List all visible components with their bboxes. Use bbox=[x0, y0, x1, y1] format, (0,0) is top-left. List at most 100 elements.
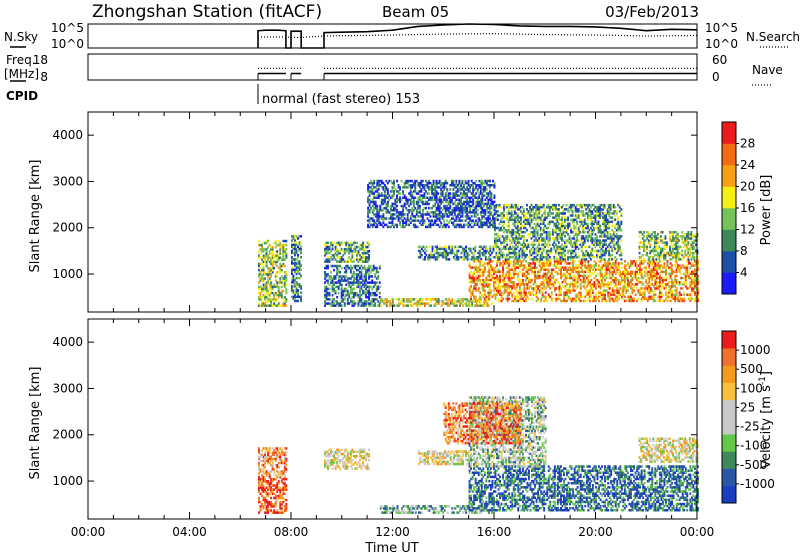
heatmap-cell-2282 bbox=[590, 266, 593, 269]
heatmap-cell-4645 bbox=[371, 192, 374, 195]
heatmap-cell-2708 bbox=[649, 291, 652, 294]
heatmap-cell-345 bbox=[291, 251, 293, 255]
heatmap-cell-3286 bbox=[516, 226, 519, 230]
heatmap-cell-1320 bbox=[460, 256, 463, 259]
heatmap-cell-4846 bbox=[397, 219, 400, 222]
heatmap-cell-3559 bbox=[544, 214, 547, 217]
heatmap-cell-4639 bbox=[371, 217, 374, 220]
heatmap-cell-596 bbox=[359, 254, 361, 257]
heatmap-cell-3318 bbox=[519, 224, 522, 228]
heatmap-cell-3912 bbox=[582, 253, 585, 257]
heatmap-cell-2671 bbox=[643, 260, 646, 263]
heatmap-cell-2956 bbox=[684, 276, 687, 280]
heatmap-cell-839 bbox=[351, 266, 354, 270]
heatmap-cell-4619 bbox=[368, 200, 371, 204]
heatmap-cell-3473 bbox=[536, 245, 539, 249]
heatmap-cell-114 bbox=[267, 281, 270, 284]
heatmap-cell-4649 bbox=[371, 181, 374, 185]
heatmap-cell-4423 bbox=[664, 253, 667, 257]
heatmap-cell-2349 bbox=[601, 293, 604, 296]
heatmap-cell-3951 bbox=[585, 222, 588, 226]
heatmap-cell-1015 bbox=[374, 266, 377, 270]
heatmap-cell-1226 bbox=[424, 258, 426, 261]
heatmap-cell-4495 bbox=[678, 258, 681, 261]
heatmap-cell-3385 bbox=[527, 233, 530, 236]
heatmap-cell-3243 bbox=[513, 249, 516, 253]
heatmap-cell-3842 bbox=[574, 251, 577, 255]
heatmap-cell-3425 bbox=[532, 235, 535, 238]
heatmap-cell-4014 bbox=[591, 210, 594, 213]
heatmap-cell-4396 bbox=[658, 245, 661, 249]
heatmap-cell-2711 bbox=[649, 283, 652, 286]
heatmap-cell-976 bbox=[369, 302, 372, 305]
heatmap-cell-2934 bbox=[680, 276, 683, 280]
heatmap-cell-1753 bbox=[517, 299, 520, 303]
heatmap-cell-3629 bbox=[553, 241, 556, 244]
heatmap-cell-3109 bbox=[498, 239, 501, 242]
heatmap-cell-3895 bbox=[580, 249, 583, 253]
heatmap-cell-2858 bbox=[669, 285, 672, 288]
heatmap-cell-3875 bbox=[577, 239, 580, 242]
heatmap-cell-331 bbox=[291, 289, 293, 292]
heatmap-cell-4452 bbox=[670, 233, 673, 236]
heatmap-cell-882 bbox=[357, 275, 360, 278]
heatmap-cell-3098 bbox=[497, 226, 499, 230]
heatmap-cell-1125 bbox=[433, 304, 436, 307]
heatmap-cell-3622 bbox=[551, 208, 554, 211]
heatmap-cell-545 bbox=[345, 247, 348, 251]
heatmap-cell-314 bbox=[285, 298, 288, 301]
heatmap-cell-2489 bbox=[617, 264, 620, 267]
heatmap-cell-4640 bbox=[371, 211, 374, 214]
heatmap-cell-2336 bbox=[599, 287, 602, 290]
heatmap-cell-2088 bbox=[564, 272, 567, 276]
heatmap-cell-3496 bbox=[538, 237, 541, 240]
heatmap-cell-4045 bbox=[596, 249, 598, 253]
heatmap-cell-2841 bbox=[666, 276, 669, 280]
heatmap-cell-2375 bbox=[604, 289, 607, 292]
heatmap-cell-1284 bbox=[445, 253, 448, 257]
heatmap-cell-3853 bbox=[574, 216, 577, 219]
heatmap-cell-3054 bbox=[697, 264, 699, 267]
heatmap-cell-2807 bbox=[660, 260, 663, 263]
heatmap-cell-3640 bbox=[554, 256, 557, 259]
heatmap-cell-2166 bbox=[575, 283, 578, 286]
heatmap-cell-3177 bbox=[506, 218, 509, 221]
heatmap-cell-3058 bbox=[494, 245, 496, 249]
heatmap-cell-4552 bbox=[688, 233, 691, 236]
heatmap-cell-3965 bbox=[586, 216, 589, 219]
heatmap-cell-1493 bbox=[480, 260, 483, 263]
heatmap-cell-4458 bbox=[672, 245, 675, 249]
heatmap-cell-630 bbox=[366, 245, 369, 249]
heatmap-cell-1145 bbox=[446, 300, 449, 303]
heatmap-cell-1561 bbox=[489, 266, 492, 269]
heatmap-cell-3733 bbox=[562, 239, 565, 242]
heatmap-cell-3011 bbox=[694, 299, 696, 303]
heatmap-cell-2089 bbox=[564, 268, 567, 271]
heatmap-cell-1568 bbox=[491, 270, 494, 274]
heatmap-cell-4483 bbox=[675, 231, 678, 234]
heatmap-cell-1960 bbox=[546, 285, 549, 288]
heatmap-cell-2243 bbox=[585, 276, 588, 280]
heatmap-cell-2613 bbox=[636, 278, 639, 282]
heatmap-cell-3526 bbox=[541, 237, 544, 240]
heatmap-cell-4932 bbox=[408, 179, 411, 183]
heatmap-cell-1471 bbox=[477, 266, 480, 269]
heatmap-cell-1071 bbox=[398, 298, 401, 301]
heatmap-cell-4523 bbox=[684, 249, 687, 253]
heatmap-cell-4887 bbox=[402, 192, 405, 195]
heatmap-cell-1450 bbox=[474, 274, 477, 278]
heatmap-cell-4174 bbox=[608, 251, 611, 255]
heatmap-cell-3452 bbox=[535, 256, 538, 259]
heatmap-cell-3847 bbox=[574, 239, 577, 242]
heatmap-cell-533 bbox=[340, 241, 343, 245]
heatmap-cell-1264 bbox=[437, 247, 440, 251]
heatmap-cell-2478 bbox=[617, 297, 620, 301]
heatmap-cell-4310 bbox=[641, 253, 644, 257]
heatmap-cell-1490 bbox=[480, 270, 483, 274]
heatmap-cell-2138 bbox=[572, 287, 575, 290]
heatmap-cell-2763 bbox=[655, 276, 658, 280]
heatmap-cell-2686 bbox=[646, 274, 649, 278]
heatmap-cell-4147 bbox=[605, 243, 608, 246]
heatmap-cell-2937 bbox=[681, 299, 684, 303]
heatmap-cell-932 bbox=[363, 266, 366, 270]
